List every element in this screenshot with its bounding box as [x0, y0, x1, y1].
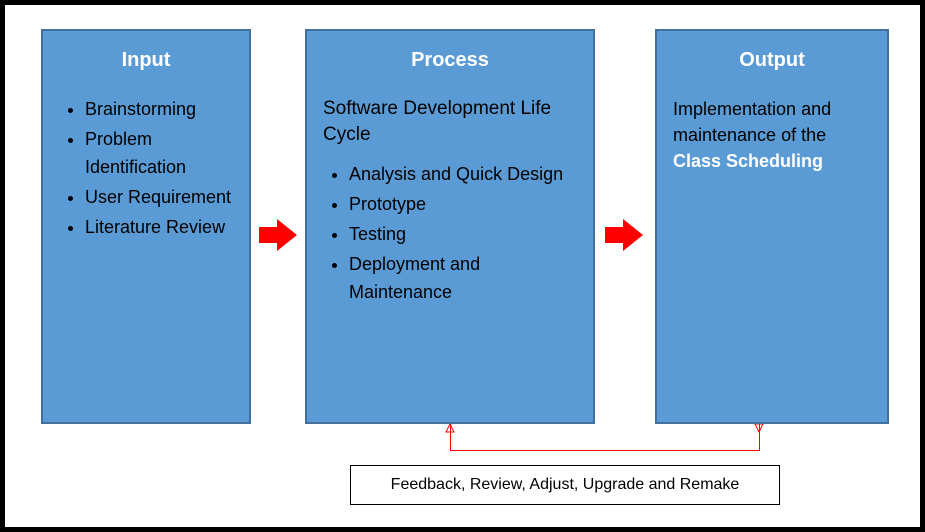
output-text-strong: Class Scheduling: [673, 151, 823, 171]
process-list: Analysis and Quick Design Prototype Test…: [323, 161, 577, 306]
list-item: User Requirement: [85, 184, 233, 212]
output-text: Implementation and maintenance of the Cl…: [673, 96, 871, 174]
arrow-input-to-process-icon: [259, 215, 299, 255]
list-item: Brainstorming: [85, 96, 233, 124]
process-subtitle: Software Development Life Cycle: [323, 96, 577, 147]
diagram-frame: Input Brainstorming Problem Identificati…: [0, 0, 925, 532]
output-text-prefix: Implementation and maintenance of the: [673, 99, 831, 145]
list-item: Analysis and Quick Design: [349, 161, 577, 189]
input-box: Input Brainstorming Problem Identificati…: [41, 29, 251, 424]
list-item: Prototype: [349, 191, 577, 219]
feedback-arrowhead-right-icon: [754, 421, 764, 431]
list-item: Literature Review: [85, 214, 233, 242]
input-title: Input: [59, 49, 233, 72]
feedback-line-horizontal: [450, 450, 760, 451]
list-item: Deployment and Maintenance: [349, 251, 577, 307]
feedback-box: Feedback, Review, Adjust, Upgrade and Re…: [350, 465, 780, 505]
process-box: Process Software Development Life Cycle …: [305, 29, 595, 424]
output-box: Output Implementation and maintenance of…: [655, 29, 889, 424]
feedback-arrowhead-left-icon: [445, 421, 455, 431]
arrow-process-to-output-icon: [605, 215, 645, 255]
boxes-row: Input Brainstorming Problem Identificati…: [5, 29, 920, 459]
list-item: Problem Identification: [85, 126, 233, 182]
process-title: Process: [323, 49, 577, 72]
list-item: Testing: [349, 221, 577, 249]
input-list: Brainstorming Problem Identification Use…: [59, 96, 233, 241]
output-title: Output: [673, 49, 871, 72]
feedback-label: Feedback, Review, Adjust, Upgrade and Re…: [391, 476, 740, 494]
